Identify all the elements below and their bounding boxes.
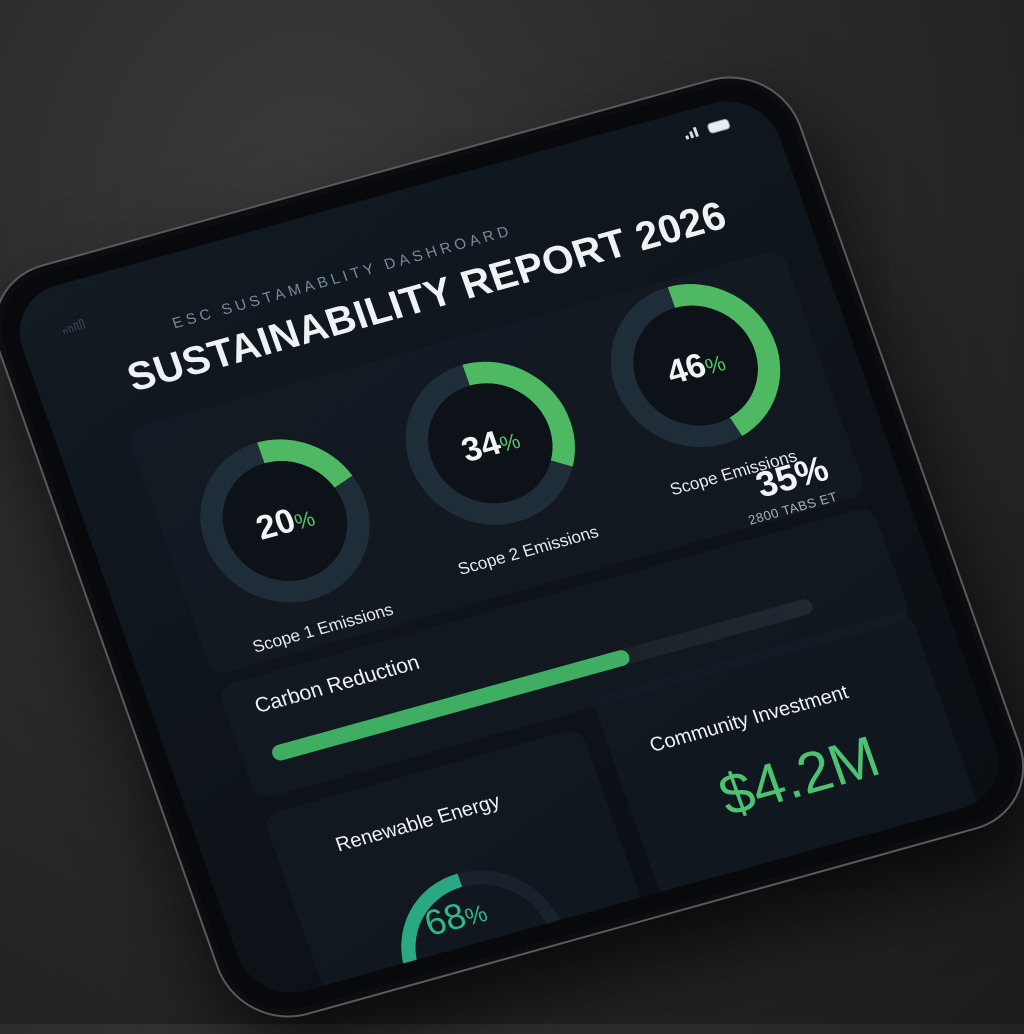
carbon-reduction-label: Carbon Reduction — [251, 650, 423, 718]
scope2-donut-chart — [405, 361, 575, 525]
renewable-gauge — [401, 870, 564, 974]
scope3-card[interactable]: 46% Scope Emissions — [569, 254, 833, 510]
dashboard-screen: ESC SUSTAMABLITY DASHROARD SUSTAINABILIT… — [5, 89, 1013, 1005]
renewable-energy-panel[interactable]: Renewable Energy 68% — [262, 727, 644, 996]
scope1-donut-chart — [200, 439, 370, 603]
battery-icon — [707, 118, 730, 133]
emissions-panel: 20% Scope 1 Emissions 34% Scope 2 Emissi… — [125, 248, 869, 676]
signal-bars-icon — [683, 126, 700, 140]
status-bar — [683, 118, 730, 140]
scope2-card[interactable]: 34% Scope 2 Emissions — [364, 331, 628, 587]
scope1-card[interactable]: 20% Scope 1 Emissions — [158, 409, 422, 665]
community-investment-value: $4.2M — [710, 724, 888, 829]
scope3-donut-chart — [610, 284, 781, 448]
tablet-device: ESC SUSTAMABLITY DASHROARD SUSTAINABILIT… — [0, 60, 1024, 1034]
corner-signal-icon — [61, 318, 86, 335]
